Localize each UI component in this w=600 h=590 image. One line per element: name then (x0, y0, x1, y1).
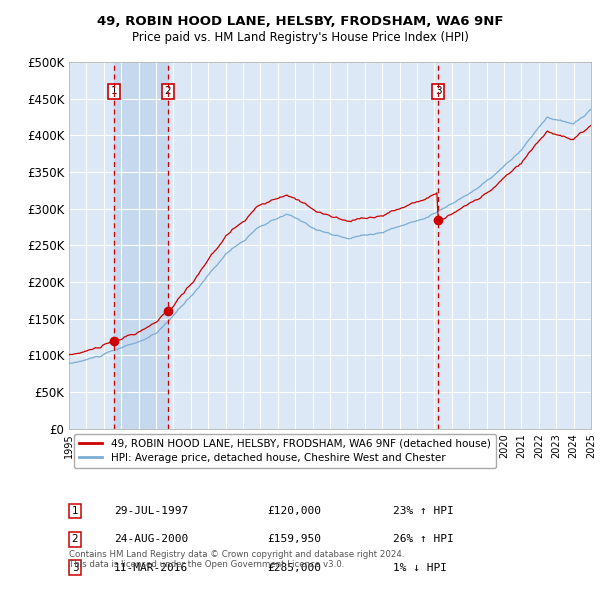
Text: £120,000: £120,000 (267, 506, 321, 516)
Text: 11-MAR-2016: 11-MAR-2016 (114, 563, 188, 573)
Legend: 49, ROBIN HOOD LANE, HELSBY, FRODSHAM, WA6 9NF (detached house), HPI: Average pr: 49, ROBIN HOOD LANE, HELSBY, FRODSHAM, W… (74, 434, 496, 468)
Text: 1% ↓ HPI: 1% ↓ HPI (393, 563, 447, 573)
Text: 26% ↑ HPI: 26% ↑ HPI (393, 535, 454, 545)
Text: 49, ROBIN HOOD LANE, HELSBY, FRODSHAM, WA6 9NF: 49, ROBIN HOOD LANE, HELSBY, FRODSHAM, W… (97, 15, 503, 28)
Text: 29-JUL-1997: 29-JUL-1997 (114, 506, 188, 516)
Text: 1: 1 (71, 506, 79, 516)
Text: 1: 1 (110, 86, 117, 96)
Text: £159,950: £159,950 (267, 535, 321, 545)
Text: 24-AUG-2000: 24-AUG-2000 (114, 535, 188, 545)
Text: £285,000: £285,000 (267, 563, 321, 573)
Bar (114, 62, 167, 428)
Text: 2: 2 (164, 86, 171, 96)
Text: Price paid vs. HM Land Registry's House Price Index (HPI): Price paid vs. HM Land Registry's House … (131, 31, 469, 44)
Text: 23% ↑ HPI: 23% ↑ HPI (393, 506, 454, 516)
Text: 3: 3 (435, 86, 442, 96)
Text: 3: 3 (71, 563, 79, 573)
Text: 2: 2 (71, 535, 79, 545)
Text: Contains HM Land Registry data © Crown copyright and database right 2024.
This d: Contains HM Land Registry data © Crown c… (69, 550, 404, 569)
